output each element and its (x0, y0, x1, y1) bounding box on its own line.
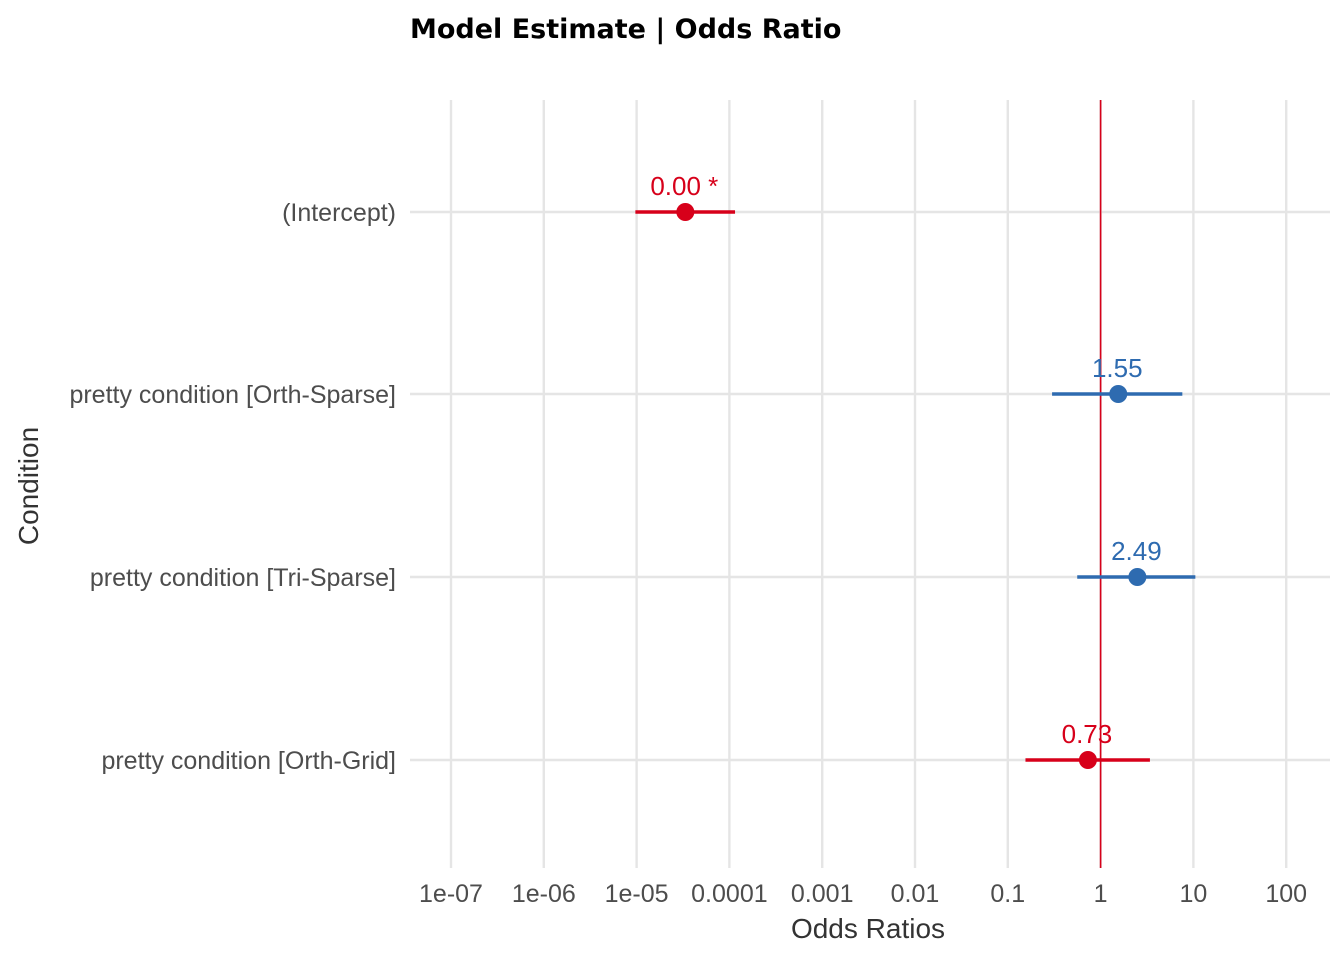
x-tick-label: 0.01 (891, 880, 940, 908)
x-tick-label: 0.1 (990, 880, 1025, 908)
estimate-point (1109, 385, 1128, 403)
estimate-point (1128, 568, 1147, 586)
estimate-point (676, 203, 695, 221)
estimate-label: 2.49 (1111, 536, 1162, 566)
gridlines (410, 100, 1330, 868)
estimate-label: 1.55 (1092, 353, 1143, 383)
x-tick-label: 100 (1265, 880, 1307, 908)
y-tick-label: pretty condition [Orth-Sparse] (69, 381, 396, 409)
x-tick-label: 0.0001 (691, 880, 767, 908)
x-tick-label: 1e-06 (512, 880, 576, 908)
y-tick-label: (Intercept) (282, 199, 396, 227)
x-tick-label: 10 (1179, 880, 1207, 908)
estimate-label: 0.73 (1062, 719, 1113, 749)
y-tick-label: pretty condition [Tri-Sparse] (90, 564, 396, 592)
x-tick-label: 1e-05 (605, 880, 669, 908)
x-tick-label: 0.001 (791, 880, 854, 908)
y-axis-title: Condition (13, 427, 44, 545)
axis-ticks: 1e-07 1e-06 1e-05 0.0001 0.001 0.01 0.1 1 10 100 (… (69, 199, 1307, 908)
x-tick-label: 1 (1094, 880, 1108, 908)
x-axis-title: Odds Ratios (791, 913, 945, 944)
y-tick-label: pretty condition [Orth-Grid] (101, 747, 396, 775)
chart-title: Model Estimate | Odds Ratio (410, 14, 841, 45)
estimate-point (1078, 751, 1097, 769)
estimate-label: 0.00 * (650, 171, 718, 201)
x-tick-label: 1e-07 (419, 880, 483, 908)
estimates: 0.00 * 1.55 2.49 0.73 (635, 100, 1196, 868)
